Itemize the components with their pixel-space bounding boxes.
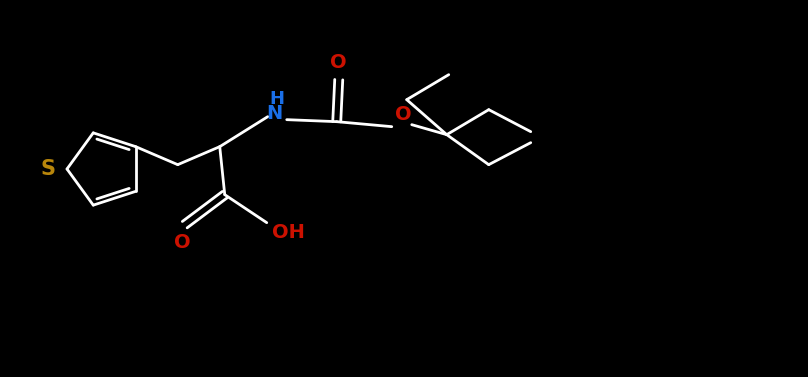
Text: H: H xyxy=(269,90,284,108)
Text: S: S xyxy=(40,159,55,179)
Text: OH: OH xyxy=(272,223,305,242)
Text: O: O xyxy=(330,53,347,72)
Text: O: O xyxy=(175,233,191,252)
Text: N: N xyxy=(267,104,283,123)
Text: O: O xyxy=(395,105,412,124)
